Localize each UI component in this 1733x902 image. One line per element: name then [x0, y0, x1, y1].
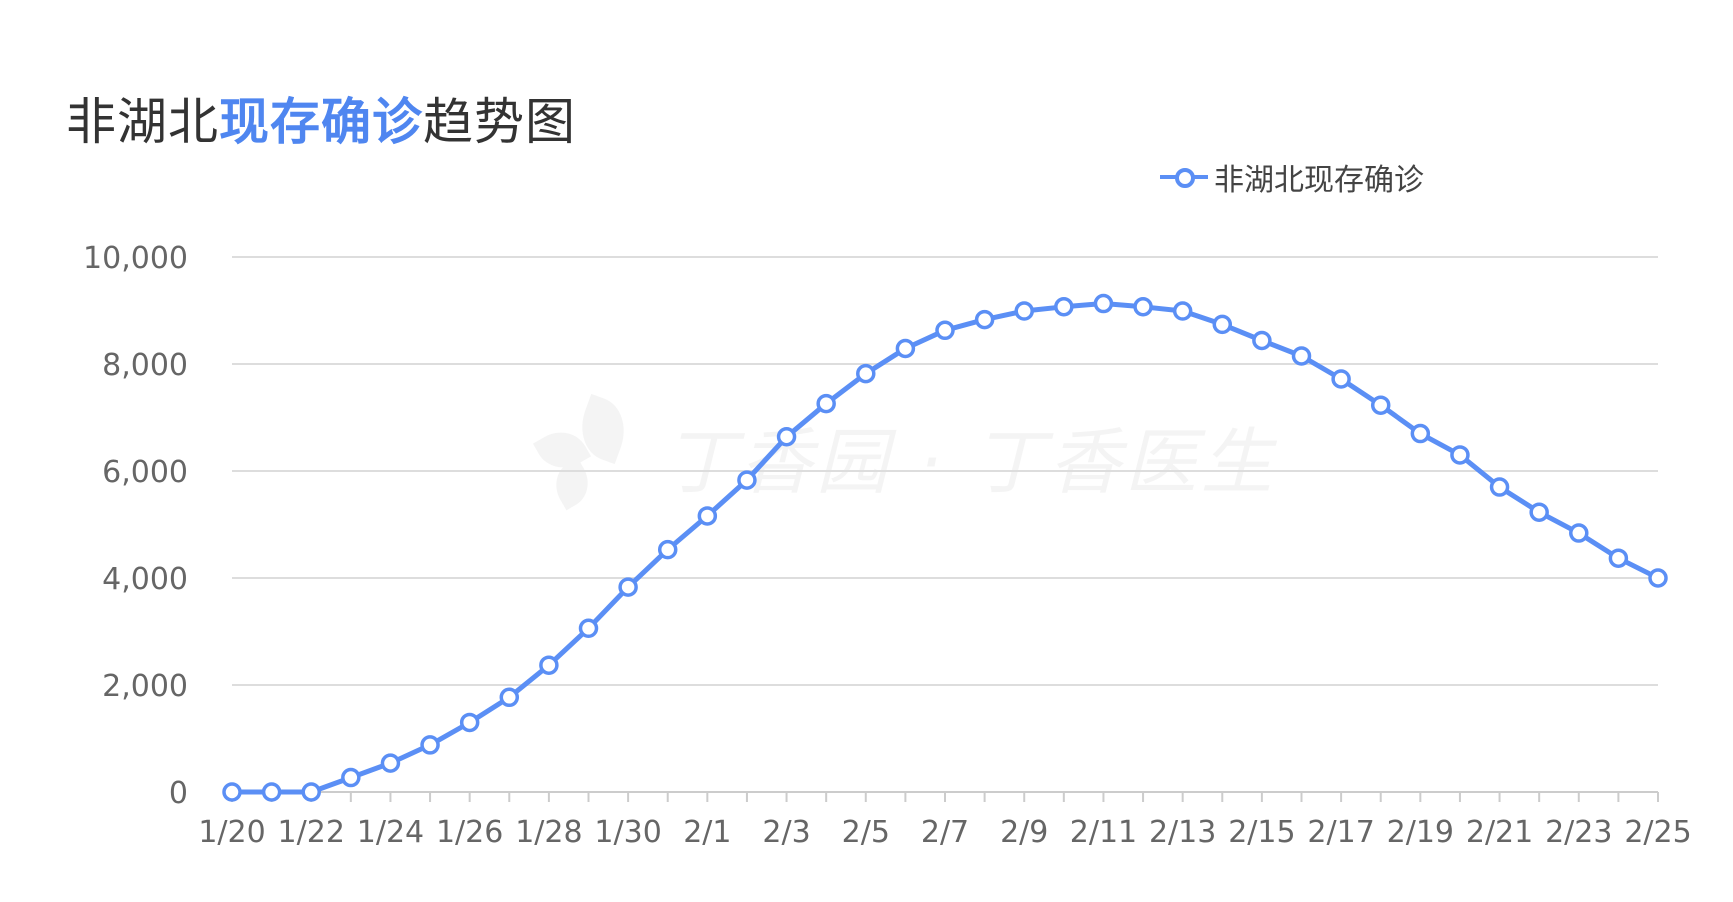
x-tick-label: 1/20 [198, 815, 265, 850]
title-suffix: 趋势图 [423, 93, 576, 151]
data-point [1331, 369, 1351, 389]
data-point [1014, 301, 1034, 321]
data-point [1370, 395, 1391, 415]
data-point [816, 393, 836, 414]
data-point [1410, 423, 1431, 444]
x-tick-label: 2/3 [762, 815, 810, 850]
data-point [974, 309, 995, 330]
x-tick-label: 2/17 [1307, 815, 1374, 850]
x-tick-label: 2/19 [1387, 815, 1454, 850]
x-tick-label: 2/7 [921, 815, 969, 850]
data-point [1529, 502, 1549, 522]
data-point [1133, 297, 1153, 317]
data-point [341, 767, 361, 788]
x-tick-label: 2/5 [842, 815, 890, 850]
data-point [1450, 445, 1470, 465]
legend-label: 非湖北现存确诊 [1214, 163, 1424, 198]
y-tick-label: 4,000 [102, 562, 188, 597]
data-point [459, 712, 480, 733]
title-highlight: 现存确诊 [219, 93, 423, 151]
data-point [1569, 523, 1589, 543]
y-tick-label: 6,000 [102, 455, 188, 490]
title-prefix: 非湖北 [66, 93, 219, 151]
data-point [578, 618, 599, 639]
data-point [1648, 568, 1668, 588]
data-point [222, 782, 242, 802]
data-point [935, 320, 955, 341]
data-point [1054, 297, 1074, 317]
data-point [618, 577, 638, 597]
x-tick-label: 1/30 [594, 815, 661, 850]
data-point [1291, 346, 1312, 366]
y-tick-label: 0 [169, 776, 188, 811]
chart-title: 非湖北现存确诊趋势图 [66, 82, 576, 154]
data-point [420, 735, 440, 755]
data-point [1093, 293, 1114, 314]
data-point [261, 782, 282, 802]
data-point [1252, 330, 1272, 351]
y-tick-label: 2,000 [102, 669, 188, 704]
x-tick-label: 2/21 [1466, 815, 1533, 850]
series-line [232, 301, 1660, 795]
y-tick-label: 8,000 [102, 348, 188, 383]
x-tick-label: 2/25 [1624, 815, 1691, 850]
data-point [380, 753, 401, 773]
x-tick-label: 2/11 [1070, 815, 1137, 850]
data-point [895, 338, 916, 359]
data-point [1608, 548, 1629, 568]
data-point [1489, 477, 1510, 497]
x-tick-label: 2/23 [1545, 815, 1612, 850]
data-point [776, 427, 797, 447]
x-tick-label: 2/9 [1000, 815, 1048, 850]
x-tick-label: 2/15 [1228, 815, 1295, 850]
data-point [499, 687, 520, 708]
x-tick-label: 1/26 [436, 815, 503, 850]
x-tick-label: 1/28 [515, 815, 582, 850]
x-tick-label: 1/22 [278, 815, 345, 850]
data-point [657, 539, 678, 560]
data-point [697, 506, 718, 526]
data-point [856, 363, 876, 384]
x-tick-label: 2/1 [683, 815, 731, 850]
data-point [737, 470, 757, 490]
x-tick-label: 1/24 [357, 815, 424, 850]
legend-line-marker-icon [1160, 166, 1208, 188]
x-tick-label: 2/13 [1149, 815, 1216, 850]
data-point [539, 655, 559, 675]
data-point [301, 782, 321, 802]
y-tick-label: 10,000 [83, 241, 188, 276]
data-point [1172, 301, 1193, 321]
chart-legend[interactable]: 非湖北现存确诊 [1160, 155, 1424, 199]
data-point [1212, 314, 1233, 335]
